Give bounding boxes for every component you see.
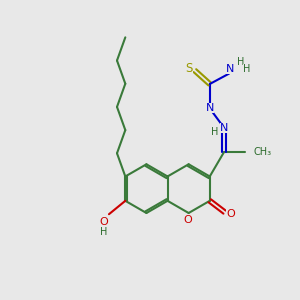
- Text: N: N: [220, 123, 228, 133]
- Text: S: S: [185, 62, 193, 75]
- Text: O: O: [99, 217, 108, 226]
- Text: N: N: [226, 64, 235, 74]
- Text: H: H: [237, 57, 244, 67]
- Text: H: H: [243, 64, 250, 74]
- Text: N: N: [206, 103, 214, 113]
- Text: H: H: [212, 127, 219, 136]
- Text: O: O: [184, 215, 192, 225]
- Text: O: O: [226, 208, 235, 219]
- Text: CH₃: CH₃: [253, 147, 271, 157]
- Text: H: H: [100, 227, 107, 237]
